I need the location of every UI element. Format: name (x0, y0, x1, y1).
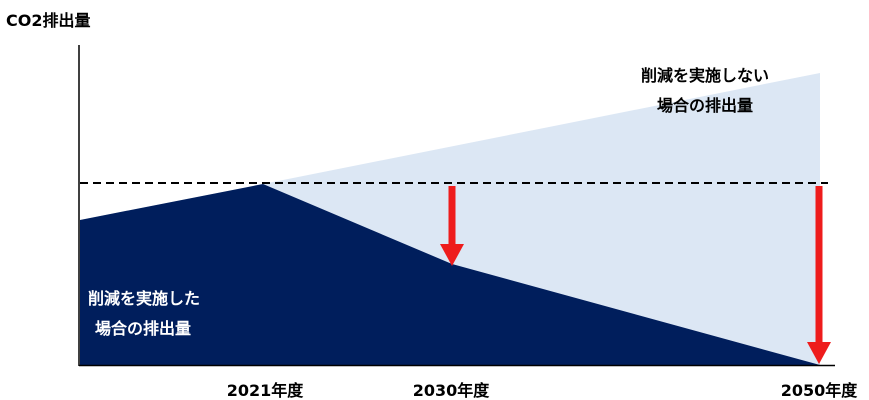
x-tick-2050: 2050年度 (781, 381, 859, 400)
y-axis-label: CO2排出量 (6, 11, 90, 30)
x-tick-2021: 2021年度 (227, 381, 305, 400)
no-reduction-label-line2: 場合の排出量 (657, 96, 753, 115)
with-reduction-area (80, 184, 820, 365)
x-tick-2030: 2030年度 (413, 381, 491, 400)
reduction-arrow-2050 (807, 186, 831, 364)
reduction-arrow-2030 (440, 186, 464, 266)
no-reduction-label-line1: 削減を実施しない (641, 66, 769, 85)
with-reduction-label-line2: 場合の排出量 (95, 319, 191, 338)
with-reduction-label-line1: 削減を実施した (88, 289, 200, 308)
